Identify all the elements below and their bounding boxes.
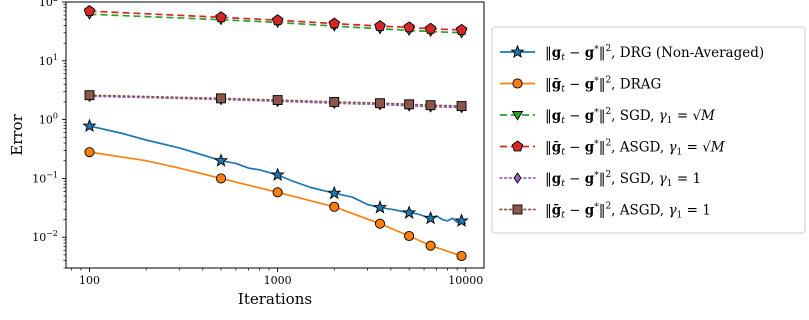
data-point [375, 98, 385, 109]
data-point [215, 173, 227, 184]
x-tick-label: 1000 [264, 274, 292, 287]
data-point [216, 93, 226, 104]
legend-marker [513, 172, 522, 184]
data-point [215, 11, 227, 23]
legend-marker [511, 140, 524, 152]
legend-label: ‖gt − g*‖2, DRG (Non-Averaged) [545, 44, 764, 63]
legend-label: ‖gt − g*‖2, SGD, γ1 = 1 [545, 170, 701, 189]
data-point [329, 96, 340, 107]
data-point [404, 230, 415, 242]
data-point [327, 185, 342, 200]
data-point [84, 90, 95, 101]
y-tick-label: 100 [39, 112, 58, 127]
data-point [424, 22, 437, 34]
data-point [455, 23, 468, 35]
x-tick-label: 100 [79, 274, 100, 287]
legend-label: ‖gt − g*‖2, SGD, γ1 = √M [545, 107, 716, 126]
data-point [456, 101, 467, 112]
data-point [425, 240, 436, 251]
legend-marker [511, 110, 524, 121]
y-tick-label: 102 [39, 0, 58, 9]
data-point [271, 14, 284, 26]
data-point [401, 205, 417, 219]
data-point [456, 250, 467, 262]
data-point [272, 95, 283, 106]
data-point [454, 213, 469, 227]
legend: ‖gt − g*‖2, DRG (Non-Averaged) ‖ḡt − g*‖2… [491, 26, 806, 234]
legend-entry: ‖gt − g*‖2, SGD, γ1 = √M [500, 107, 716, 126]
series-4 [83, 5, 468, 35]
series-1 [82, 118, 469, 227]
data-point [272, 187, 283, 198]
y-tick-label: 10−1 [32, 170, 58, 185]
y-axis-label: Error [8, 113, 26, 155]
legend-label: ‖ḡt − g*‖2, DRAG [545, 76, 661, 95]
data-point [329, 201, 340, 212]
legend-marker [510, 44, 525, 59]
y-tick-label: 10−2 [32, 229, 58, 244]
data-point [328, 17, 341, 29]
data-point [403, 21, 415, 33]
ticks: 100 1000 10000 10−2 10−1 100 101 102 [32, 0, 483, 287]
x-tick-label: 10000 [448, 274, 483, 287]
legend-entry: ‖gt − g*‖2, DRG (Non-Averaged) [500, 44, 764, 63]
legend-marker [512, 78, 523, 89]
legend-entry: ‖gt − g*‖2, SGD, γ1 = 1 [499, 170, 701, 189]
axes-frame [65, 1, 485, 269]
legend-label: ‖ḡt − g*‖2, ASGD, γ1 = √M [545, 139, 726, 158]
data-point [404, 99, 415, 110]
data-point [374, 20, 386, 31]
data-point [423, 210, 438, 225]
legend-entry: ‖ḡt − g*‖2, ASGD, γ1 = √M [500, 139, 726, 158]
legend-entry: ‖ḡt − g*‖2, ASGD, γ1 = 1 [499, 202, 711, 221]
data-point [372, 199, 388, 214]
data-point [84, 147, 95, 158]
x-axis-label: Iterations [238, 290, 312, 308]
legend-entry: ‖ḡt − g*‖2, DRAG [500, 76, 661, 95]
data-point [213, 153, 229, 167]
series-2 [84, 147, 467, 262]
data-point [82, 118, 97, 133]
data-point [374, 218, 386, 229]
data-point [83, 5, 96, 17]
legend-box [491, 26, 806, 234]
legend-marker [512, 204, 523, 215]
legend-label: ‖ḡt − g*‖2, ASGD, γ1 = 1 [545, 202, 711, 221]
data-point [425, 100, 436, 111]
series-6 [84, 90, 467, 112]
y-tick-label: 101 [39, 53, 58, 68]
data-point [270, 167, 285, 181]
plot-area [82, 5, 469, 262]
